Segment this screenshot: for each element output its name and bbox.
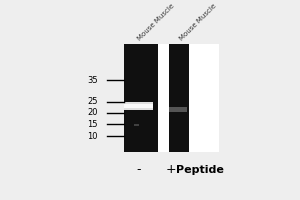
Text: Peptide: Peptide [176,165,224,175]
Text: +: + [166,163,176,176]
Bar [124,44,158,152]
Bar [134,124,139,126]
Bar [158,44,169,152]
Bar [124,44,219,152]
Text: 20: 20 [88,108,98,117]
Text: 15: 15 [88,120,98,129]
Bar [124,102,153,110]
Text: Mouse Muscle: Mouse Muscle [137,3,176,42]
Bar [169,107,188,112]
Text: 10: 10 [88,132,98,141]
Bar [124,104,153,108]
Text: -: - [136,163,141,176]
Text: Mouse Muscle: Mouse Muscle [178,3,218,42]
Text: 25: 25 [88,97,98,106]
Bar [169,44,189,152]
Text: 35: 35 [87,76,98,85]
